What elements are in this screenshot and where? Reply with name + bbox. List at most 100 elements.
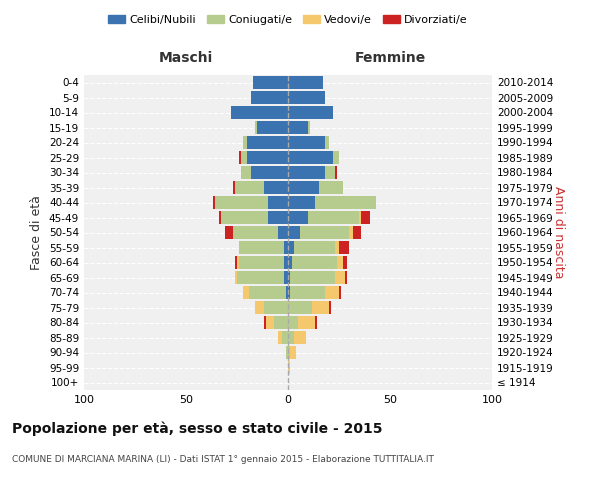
Bar	[290, 346, 296, 358]
Bar	[288, 226, 300, 238]
Bar	[361, 212, 370, 224]
Bar	[288, 182, 319, 194]
Bar	[349, 226, 353, 238]
Bar	[353, 226, 361, 238]
Bar	[333, 152, 339, 164]
Bar	[268, 196, 288, 208]
Bar	[239, 242, 284, 254]
Bar	[237, 272, 284, 283]
Bar	[266, 316, 274, 328]
Bar	[288, 242, 294, 254]
Legend: Celibi/Nubili, Coniugati/e, Vedovi/e, Divorziati/e: Celibi/Nubili, Coniugati/e, Vedovi/e, Di…	[104, 10, 472, 29]
Bar	[288, 362, 290, 374]
Bar	[294, 332, 307, 344]
Bar	[282, 332, 288, 344]
Bar	[284, 242, 288, 254]
Bar	[335, 272, 345, 283]
Bar	[249, 286, 286, 298]
Bar	[221, 212, 268, 224]
Bar	[329, 302, 331, 314]
Bar	[239, 256, 284, 268]
Bar	[288, 302, 313, 314]
Bar	[286, 346, 288, 358]
Bar	[284, 272, 288, 283]
Bar	[325, 136, 329, 148]
Bar	[288, 212, 308, 224]
Bar	[251, 92, 288, 104]
Y-axis label: Anni di nascita: Anni di nascita	[552, 186, 565, 279]
Bar	[247, 152, 288, 164]
Bar	[284, 256, 288, 268]
Bar	[339, 242, 349, 254]
Bar	[288, 256, 292, 268]
Bar	[239, 152, 241, 164]
Bar	[247, 136, 288, 148]
Bar	[233, 226, 278, 238]
Bar	[298, 316, 314, 328]
Bar	[325, 286, 339, 298]
Bar	[314, 196, 376, 208]
Bar	[288, 332, 294, 344]
Bar	[263, 302, 288, 314]
Y-axis label: Fasce di età: Fasce di età	[31, 195, 43, 270]
Bar	[286, 286, 288, 298]
Bar	[308, 122, 310, 134]
Bar	[241, 166, 251, 178]
Bar	[335, 166, 337, 178]
Bar	[288, 272, 290, 283]
Bar	[290, 286, 325, 298]
Bar	[235, 256, 237, 268]
Bar	[339, 286, 341, 298]
Bar	[288, 286, 290, 298]
Bar	[288, 92, 325, 104]
Bar	[343, 256, 347, 268]
Bar	[263, 182, 288, 194]
Bar	[251, 166, 288, 178]
Bar	[268, 212, 288, 224]
Text: Popolazione per età, sesso e stato civile - 2015: Popolazione per età, sesso e stato civil…	[12, 421, 383, 436]
Text: Maschi: Maschi	[159, 51, 213, 65]
Bar	[233, 182, 235, 194]
Bar	[294, 242, 335, 254]
Bar	[288, 106, 333, 118]
Bar	[335, 242, 339, 254]
Bar	[278, 226, 288, 238]
Bar	[278, 332, 282, 344]
Bar	[313, 302, 329, 314]
Bar	[319, 182, 343, 194]
Bar	[253, 76, 288, 88]
Bar	[215, 196, 268, 208]
Bar	[308, 212, 359, 224]
Bar	[337, 256, 343, 268]
Bar	[345, 272, 347, 283]
Bar	[288, 152, 333, 164]
Bar	[225, 226, 233, 238]
Bar	[235, 272, 237, 283]
Bar	[243, 136, 247, 148]
Bar	[288, 316, 298, 328]
Bar	[288, 122, 308, 134]
Bar	[243, 286, 249, 298]
Bar	[257, 122, 288, 134]
Bar	[218, 212, 221, 224]
Bar	[274, 316, 288, 328]
Bar	[237, 256, 239, 268]
Bar	[300, 226, 349, 238]
Bar	[241, 152, 247, 164]
Bar	[290, 272, 335, 283]
Bar	[256, 302, 263, 314]
Bar	[359, 212, 361, 224]
Bar	[212, 196, 215, 208]
Bar	[263, 316, 266, 328]
Bar	[288, 346, 290, 358]
Bar	[256, 122, 257, 134]
Text: Femmine: Femmine	[355, 51, 425, 65]
Bar	[288, 196, 314, 208]
Bar	[235, 182, 263, 194]
Bar	[288, 166, 325, 178]
Bar	[325, 166, 335, 178]
Bar	[288, 76, 323, 88]
Text: COMUNE DI MARCIANA MARINA (LI) - Dati ISTAT 1° gennaio 2015 - Elaborazione TUTTI: COMUNE DI MARCIANA MARINA (LI) - Dati IS…	[12, 456, 434, 464]
Bar	[288, 136, 325, 148]
Bar	[231, 106, 288, 118]
